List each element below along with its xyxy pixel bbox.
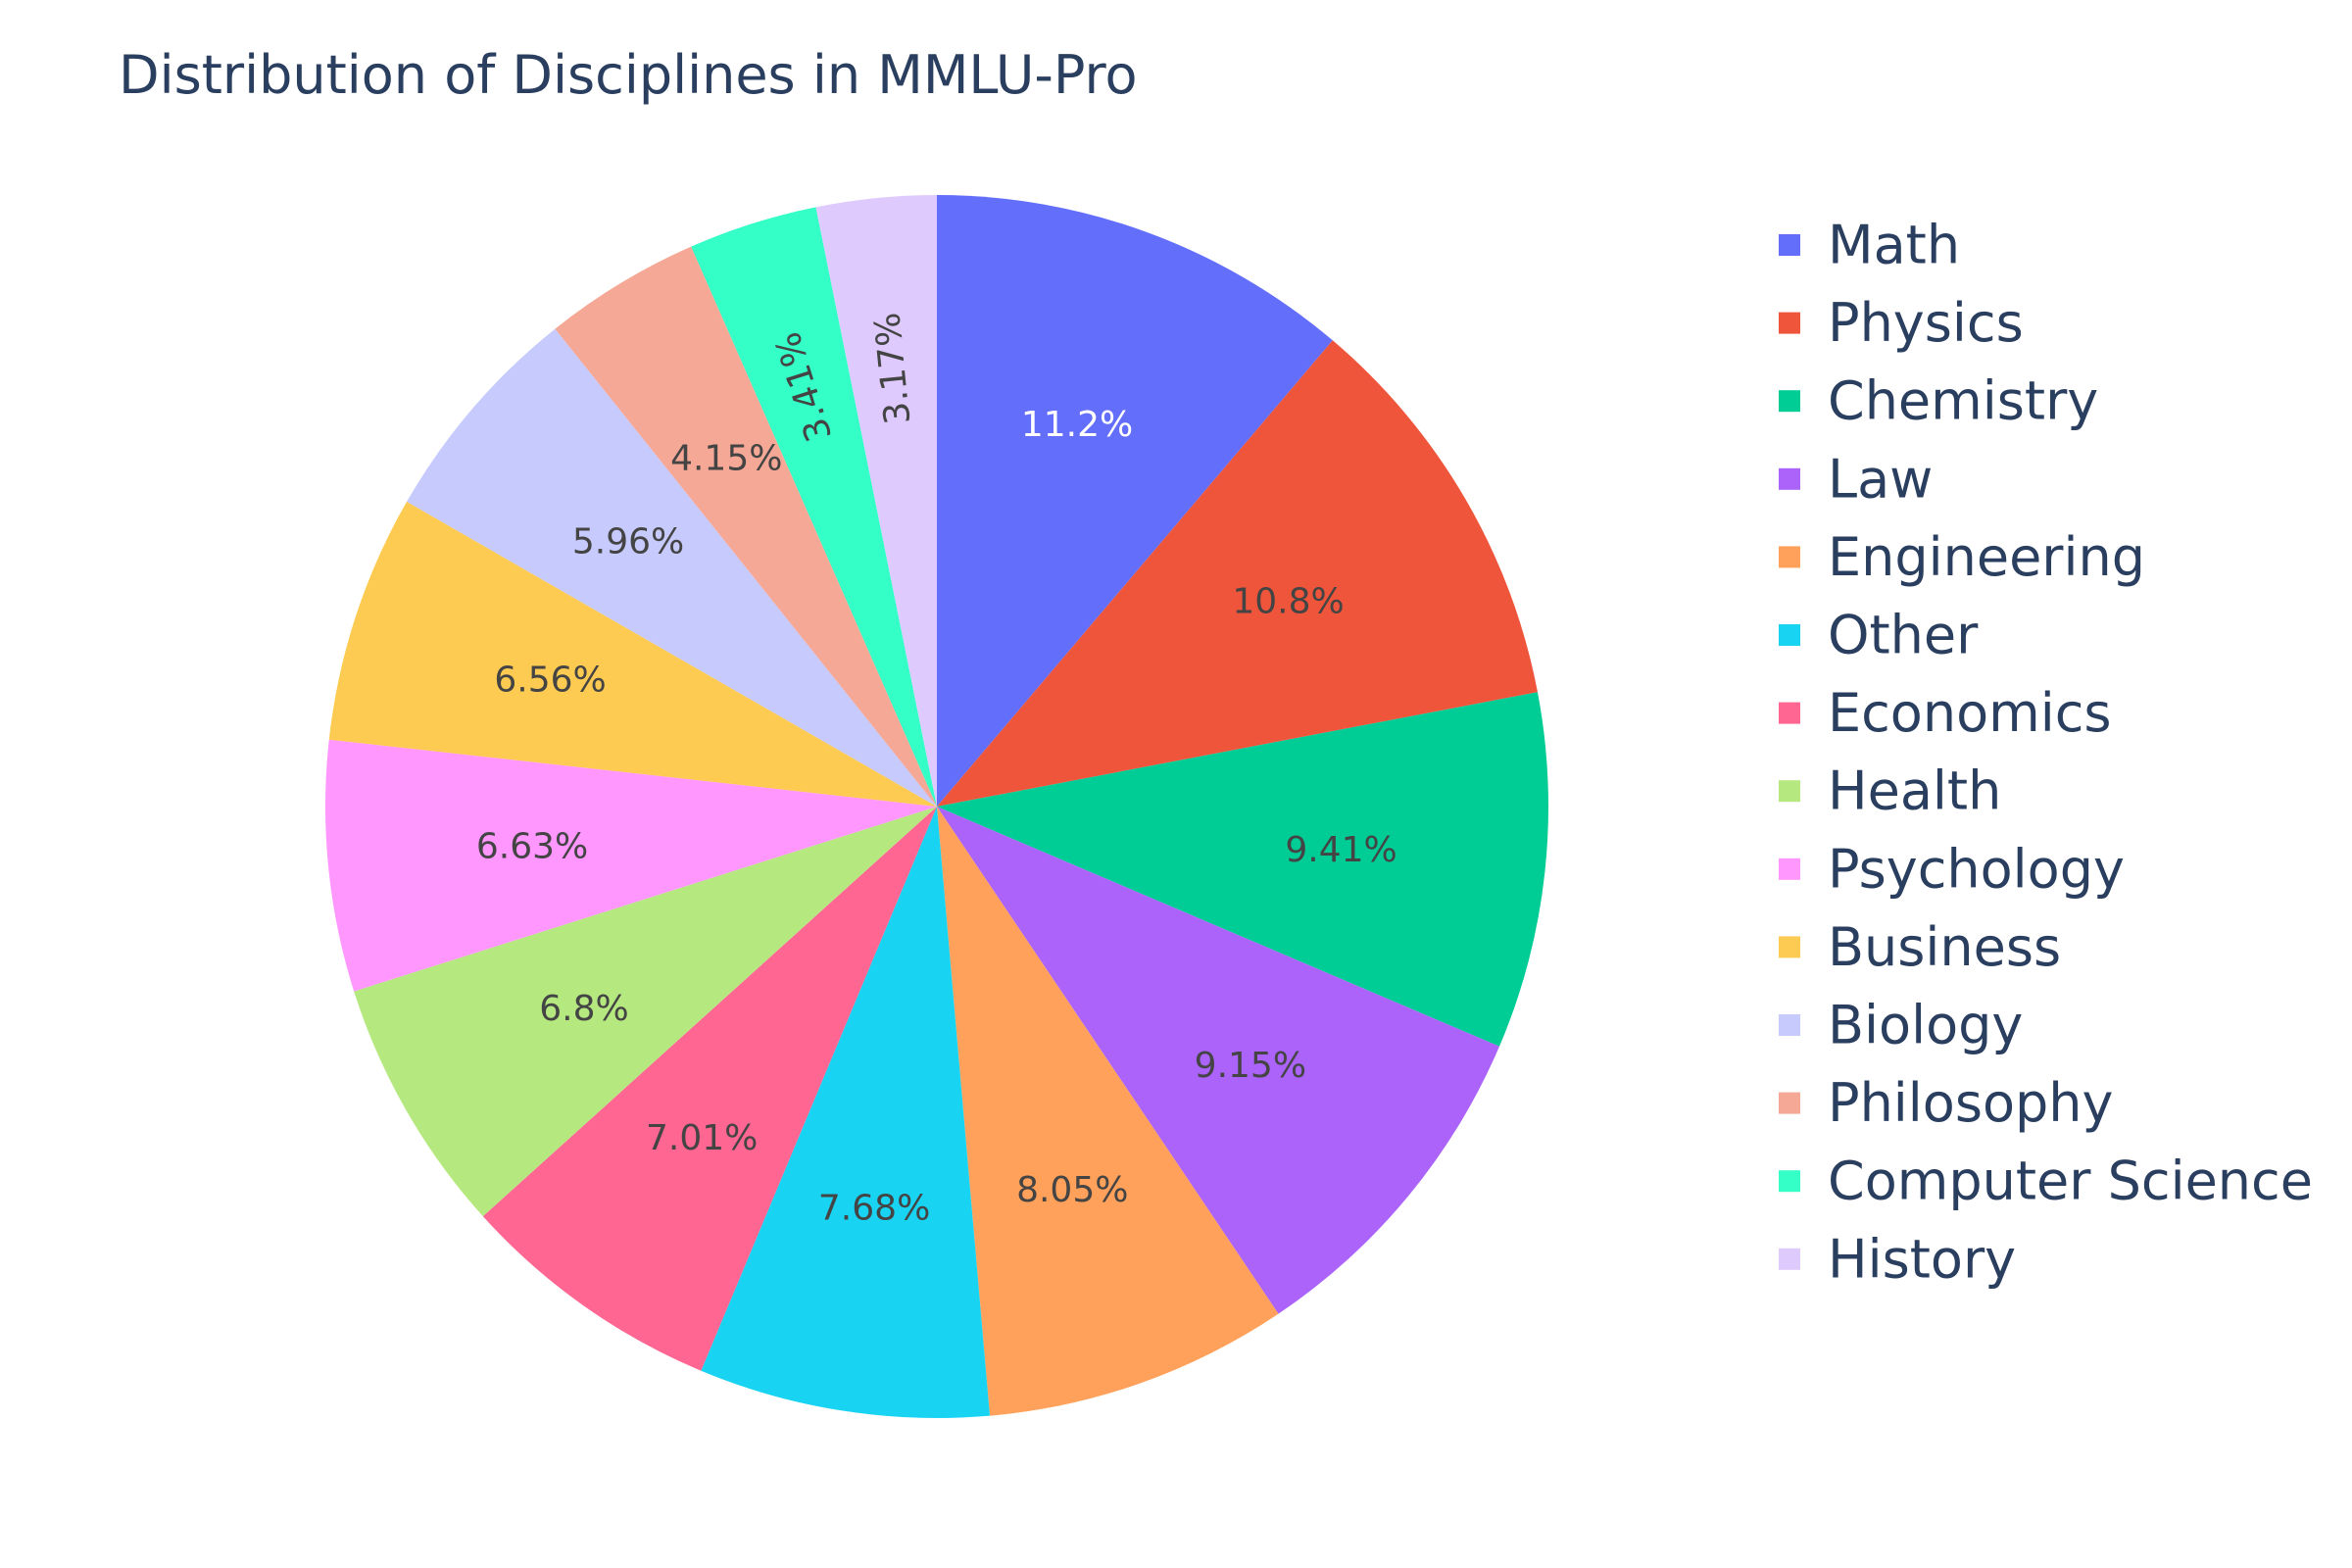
legend-label-psychology: Psychology [1828,838,2125,900]
slice-labels: 11.2% 10.8% 9.41% 9.15% 8.05% 7.68% 7.01% 6.8% 6… [476,311,1397,1229]
legend-item-physics[interactable]: Physics [1779,292,2024,354]
legend-item-psychology[interactable]: Psychology [1779,838,2125,900]
legend-swatch-physics [1779,312,1800,334]
legend-swatch-psychology [1779,858,1800,880]
slice-label-other: 7.68% [818,1189,930,1229]
legend-swatch-engineering [1779,546,1800,568]
legend-swatch-philosophy [1779,1092,1800,1114]
legend-swatch-health [1779,780,1800,803]
legend-item-philosophy[interactable]: Philosophy [1779,1072,2113,1134]
slice-label-math: 11.2% [1021,405,1133,445]
pie-slice-physics [937,340,1538,807]
slice-label-psychology: 6.63% [476,826,588,866]
slice-label-economics: 7.01% [646,1118,758,1158]
legend-item-computer-science[interactable]: Computer Science [1779,1151,2313,1212]
slice-label-physics: 10.8% [1232,582,1344,622]
legend-label-math: Math [1828,215,1960,276]
legend-item-other[interactable]: Other [1779,605,1979,666]
legend-item-law[interactable]: Law [1779,448,1933,510]
slice-label-philosophy: 4.15% [670,438,782,478]
legend-label-computer-science: Computer Science [1828,1151,2313,1212]
legend-swatch-law [1779,467,1800,490]
legend-swatch-chemistry [1779,390,1800,413]
legend-label-other: Other [1828,605,1979,666]
pie-slice-engineering [937,807,1279,1416]
pie-slice-economics [482,807,937,1371]
pie-slice-other [701,807,991,1418]
legend-item-business[interactable]: Business [1779,916,2061,978]
pie-slice-biology [407,328,938,807]
slice-label-engineering: 8.05% [1016,1170,1128,1210]
legend-swatch-history [1779,1248,1800,1270]
legend: Math Physics Chemistry Law Engineering Other E… [1779,215,2313,1290]
legend-swatch-business [1779,936,1800,958]
slice-label-health: 6.8% [539,989,628,1029]
legend-label-business: Business [1828,916,2061,978]
legend-item-economics[interactable]: Economics [1779,682,2112,744]
pie-slice-psychology [324,739,937,992]
pie-slice-chemistry [937,692,1548,1047]
legend-label-history: History [1828,1228,2016,1290]
legend-label-law: Law [1828,448,1933,510]
legend-item-chemistry[interactable]: Chemistry [1779,370,2098,432]
legend-item-health[interactable]: Health [1779,760,2001,822]
legend-item-math[interactable]: Math [1779,215,1960,276]
legend-label-engineering: Engineering [1828,526,2145,588]
legend-label-philosophy: Philosophy [1828,1072,2113,1134]
legend-swatch-other [1779,624,1800,646]
legend-swatch-computer-science [1779,1170,1800,1193]
pie-slice-computer-science [691,207,937,807]
legend-label-health: Health [1828,760,2001,822]
legend-swatch-economics [1779,702,1800,724]
pie-slices [324,195,1548,1418]
chart-title: Distribution of Disciplines in MMLU-Pro [119,44,1138,106]
legend-label-economics: Economics [1828,682,2112,744]
legend-label-physics: Physics [1828,292,2024,354]
legend-label-chemistry: Chemistry [1828,370,2098,432]
pie-slice-history [815,195,937,807]
legend-item-engineering[interactable]: Engineering [1779,526,2145,588]
pie-slice-philosophy [555,246,937,808]
slice-label-chemistry: 9.41% [1285,830,1396,870]
slice-label-business: 6.56% [494,661,606,701]
pie-slice-business [328,501,937,807]
slice-label-law: 9.15% [1195,1046,1306,1086]
legend-label-biology: Biology [1828,995,2023,1056]
legend-item-history[interactable]: History [1779,1228,2016,1290]
pie-slice-health [354,807,937,1217]
legend-swatch-biology [1779,1014,1800,1036]
pie-slice-law [937,807,1499,1314]
slice-label-biology: 5.96% [572,521,684,562]
pie-slice-math [937,195,1333,807]
legend-item-biology[interactable]: Biology [1779,995,2023,1056]
legend-swatch-math [1779,234,1800,256]
